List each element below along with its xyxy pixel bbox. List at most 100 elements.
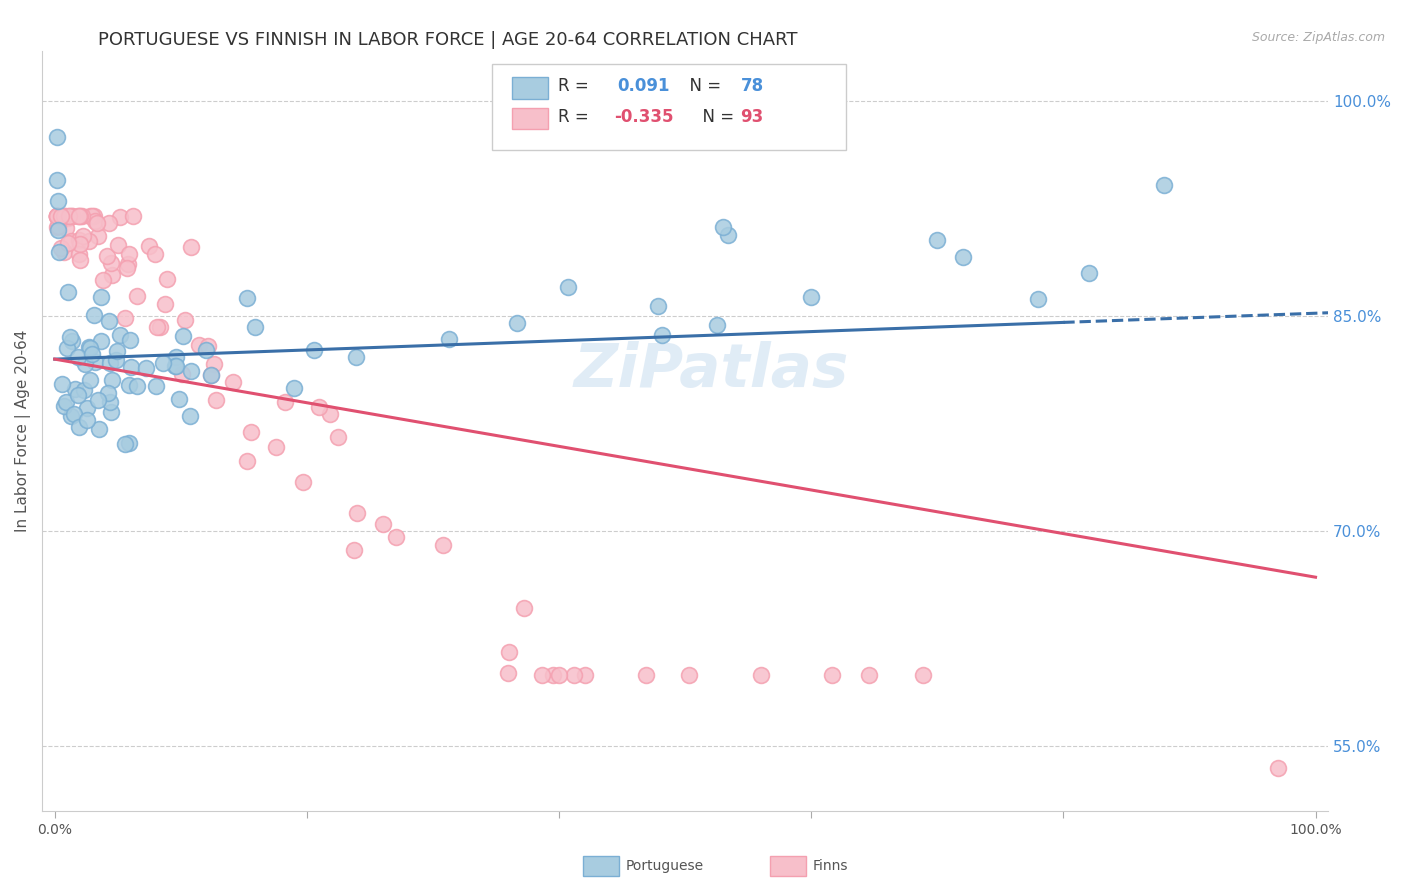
Point — [125, 379, 148, 393]
Point — [120, 359, 142, 374]
Point — [56, 285, 79, 300]
Point — [513, 601, 536, 615]
Point — [153, 297, 176, 311]
Point — [56, 211, 79, 225]
Point — [371, 516, 394, 531]
Point — [749, 667, 772, 681]
Point — [236, 291, 259, 305]
Point — [105, 344, 128, 359]
Point — [180, 364, 202, 378]
Point — [101, 373, 124, 387]
Point — [69, 233, 91, 247]
Point — [60, 209, 83, 223]
Point — [800, 289, 823, 303]
Point — [58, 209, 80, 223]
Point — [187, 338, 209, 352]
Point — [911, 667, 934, 681]
Point — [385, 530, 408, 544]
Point — [67, 420, 90, 434]
Point — [48, 244, 70, 259]
Point — [1153, 178, 1175, 192]
Point — [62, 407, 84, 421]
Point — [169, 392, 191, 406]
Point — [236, 454, 259, 468]
Point — [346, 507, 368, 521]
Point — [200, 368, 222, 383]
Point — [69, 209, 91, 223]
Point — [200, 368, 222, 383]
Point — [98, 395, 121, 409]
Point — [60, 409, 83, 423]
Point — [59, 330, 82, 344]
Point — [83, 308, 105, 322]
Point — [56, 341, 79, 355]
Point — [117, 257, 139, 271]
Text: Portuguese: Portuguese — [626, 859, 704, 873]
Point — [86, 393, 108, 408]
Point — [87, 228, 110, 243]
Point — [273, 394, 295, 409]
Point — [194, 343, 217, 357]
Point — [53, 244, 76, 259]
Point — [1267, 761, 1289, 775]
Text: PORTUGUESE VS FINNISH IN LABOR FORCE | AGE 20-64 CORRELATION CHART: PORTUGUESE VS FINNISH IN LABOR FORCE | A… — [98, 31, 799, 49]
Point — [706, 318, 728, 332]
Point — [342, 543, 364, 558]
Point — [636, 667, 658, 681]
Point — [83, 209, 105, 223]
Point — [291, 475, 314, 489]
Point — [308, 401, 330, 415]
Text: R =: R = — [558, 78, 599, 95]
Point — [506, 316, 529, 330]
Point — [79, 234, 101, 248]
Point — [174, 312, 197, 326]
Point — [75, 357, 97, 371]
Text: 78: 78 — [741, 78, 763, 95]
Point — [165, 359, 187, 373]
Point — [138, 239, 160, 253]
Point — [70, 209, 93, 223]
Point — [172, 367, 194, 381]
Text: R =: R = — [558, 108, 593, 126]
Point — [58, 209, 80, 223]
Point — [125, 289, 148, 303]
Point — [179, 409, 201, 423]
Point — [55, 220, 77, 235]
FancyBboxPatch shape — [512, 78, 547, 99]
Point — [46, 194, 69, 209]
Point — [152, 356, 174, 370]
Point — [711, 220, 734, 235]
Text: Source: ZipAtlas.com: Source: ZipAtlas.com — [1251, 31, 1385, 45]
Point — [82, 347, 104, 361]
Point — [143, 247, 166, 261]
Point — [97, 314, 120, 328]
Point — [100, 356, 122, 370]
Point — [145, 378, 167, 392]
Point — [122, 209, 145, 223]
Point — [46, 209, 69, 223]
Point — [66, 350, 89, 364]
Point — [51, 377, 73, 392]
Point — [97, 386, 120, 401]
Point — [46, 209, 69, 223]
Point — [115, 261, 138, 276]
Point — [117, 435, 139, 450]
Point — [53, 400, 76, 414]
Point — [60, 209, 83, 223]
Point — [243, 320, 266, 334]
Point — [647, 299, 669, 313]
Text: Finns: Finns — [813, 859, 848, 873]
Point — [548, 667, 571, 681]
Point — [79, 373, 101, 387]
Point — [100, 255, 122, 269]
Point — [97, 216, 120, 230]
Point — [557, 280, 579, 294]
Point — [59, 234, 82, 248]
Point — [205, 392, 228, 407]
Point — [82, 209, 104, 223]
Point — [56, 236, 79, 251]
Point — [46, 209, 69, 223]
Text: N =: N = — [679, 78, 725, 95]
Point — [76, 412, 98, 426]
FancyBboxPatch shape — [492, 64, 846, 150]
